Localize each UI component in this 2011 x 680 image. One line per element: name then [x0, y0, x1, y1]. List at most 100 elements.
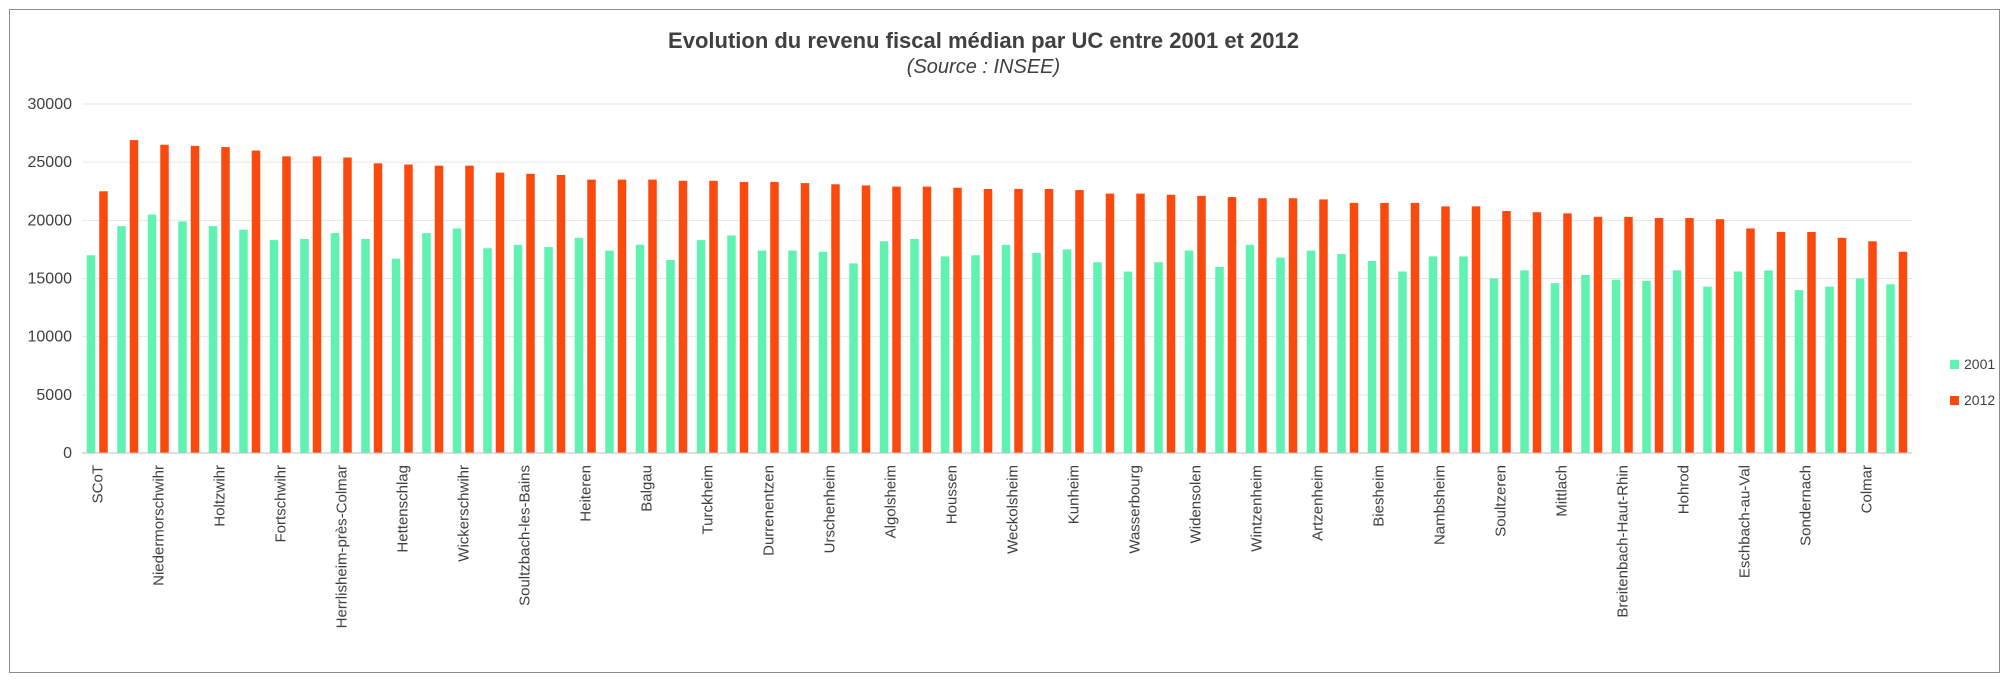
bar-2001 — [1886, 284, 1895, 453]
bar-2001 — [1032, 252, 1041, 453]
x-category-label: Weckolsheim — [1004, 465, 1021, 554]
x-category-label: Artzenheim — [1309, 465, 1326, 541]
bar-2012 — [1502, 211, 1511, 453]
y-axis: 0 5000 10000 15000 20000 25000 30000 — [28, 96, 73, 462]
bar-2012 — [1593, 216, 1603, 453]
bar-2012 — [1807, 231, 1816, 453]
x-category-label: Heiteren — [577, 465, 594, 522]
bar-2001 — [910, 238, 919, 453]
bar-2001 — [147, 214, 157, 453]
bar-2001 — [208, 226, 218, 453]
bar-2012 — [770, 181, 779, 453]
bar-2012 — [1288, 198, 1298, 453]
x-category-label: Durrenentzen — [760, 465, 777, 556]
bar-2012 — [1349, 202, 1359, 453]
y-tick-label: 5000 — [36, 387, 72, 404]
bar-2001 — [422, 233, 431, 453]
bar-2001 — [1794, 290, 1804, 453]
bar-2012 — [1075, 190, 1084, 453]
bar-2012 — [892, 186, 901, 453]
bar-2012 — [1227, 197, 1237, 453]
x-category-label: Holtzwihr — [211, 465, 228, 527]
bar-2001 — [1459, 256, 1468, 453]
bar-2012 — [1471, 206, 1481, 453]
x-category-label: Balgau — [638, 465, 655, 512]
bar-2001 — [117, 226, 126, 453]
bar-2012 — [587, 179, 596, 453]
bar-2012 — [221, 147, 230, 453]
bar-2012 — [190, 145, 200, 453]
bar-2012 — [312, 156, 322, 453]
bar-2001 — [1611, 279, 1621, 453]
bars — [86, 140, 1908, 454]
bar-2001 — [1489, 278, 1499, 453]
bar-2001 — [1733, 271, 1743, 453]
bar-2012 — [1319, 199, 1328, 453]
bar-2012 — [99, 191, 108, 453]
x-category-label: Urschenheim — [821, 465, 838, 553]
bar-2001 — [849, 263, 858, 453]
bar-2001 — [1184, 250, 1194, 453]
bar-2001 — [1764, 270, 1773, 453]
bar-2001 — [818, 251, 828, 453]
bar-2012 — [526, 173, 535, 454]
x-category-label: Wasserbourg — [1126, 465, 1143, 554]
bar-2001 — [1245, 244, 1255, 453]
bar-2001 — [513, 244, 523, 453]
bar-2001 — [940, 256, 950, 453]
chart-subtitle: (Source : INSEE) — [906, 56, 1061, 78]
x-category-label: Herrlisheim-près-Colmar — [333, 465, 350, 628]
bar-2012 — [1715, 219, 1725, 453]
bar-2012 — [556, 174, 566, 454]
bar-2012 — [1380, 202, 1389, 453]
x-category-label: Wickerschwihr — [455, 465, 472, 562]
bar-2012 — [1136, 193, 1145, 453]
bar-2012 — [739, 181, 749, 453]
bar-2012 — [1166, 194, 1176, 454]
bar-2001 — [330, 233, 340, 453]
bar-2012 — [709, 180, 718, 453]
x-category-label: Breitenbach-Haut-Rhin — [1614, 465, 1631, 618]
x-category-label: Soultzbach-les-Bains — [516, 465, 533, 606]
bar-2001 — [1215, 266, 1224, 453]
bar-2012 — [1868, 241, 1877, 453]
bar-2001 — [1367, 261, 1377, 453]
bar-2001 — [757, 250, 767, 453]
legend-swatch-2012 — [1950, 396, 1959, 405]
bar-2001 — [1276, 257, 1285, 453]
legend-label-2012: 2012 — [1964, 392, 1995, 408]
bar-2001 — [544, 247, 553, 453]
bar-2012 — [1532, 212, 1542, 453]
x-category-label: Biesheim — [1370, 465, 1387, 527]
bar-2001 — [1703, 286, 1712, 453]
x-category-label: Mittlach — [1553, 465, 1570, 517]
bar-2012 — [495, 172, 505, 454]
x-category-label: Turckheim — [699, 465, 716, 534]
bar-2001 — [269, 240, 279, 453]
bar-2012 — [434, 165, 444, 453]
legend-label-2001: 2001 — [1964, 356, 1995, 372]
bar-2012 — [678, 180, 688, 453]
bar-2001 — [300, 238, 309, 453]
x-category-label: Kunheim — [1065, 465, 1082, 524]
x-category-label: Widensolen — [1187, 465, 1204, 543]
bar-2001 — [1428, 256, 1438, 453]
bar-2001 — [86, 255, 96, 453]
y-tick-label: 10000 — [28, 329, 73, 346]
bar-2012 — [1776, 231, 1786, 453]
bar-2001 — [239, 229, 248, 453]
bar-2012 — [1837, 237, 1847, 453]
bar-2012 — [1685, 218, 1694, 453]
bar-2012 — [1563, 213, 1572, 453]
bar-2001 — [1581, 275, 1590, 453]
bar-2001 — [696, 240, 706, 453]
gridlines — [82, 103, 1912, 396]
bar-2012 — [861, 185, 871, 453]
bar-2001 — [1123, 271, 1133, 453]
bar-2012 — [251, 150, 261, 454]
bar-2001 — [1154, 262, 1163, 453]
bar-2001 — [1825, 286, 1834, 453]
bar-2012 — [983, 188, 993, 453]
bar-2001 — [391, 258, 401, 453]
